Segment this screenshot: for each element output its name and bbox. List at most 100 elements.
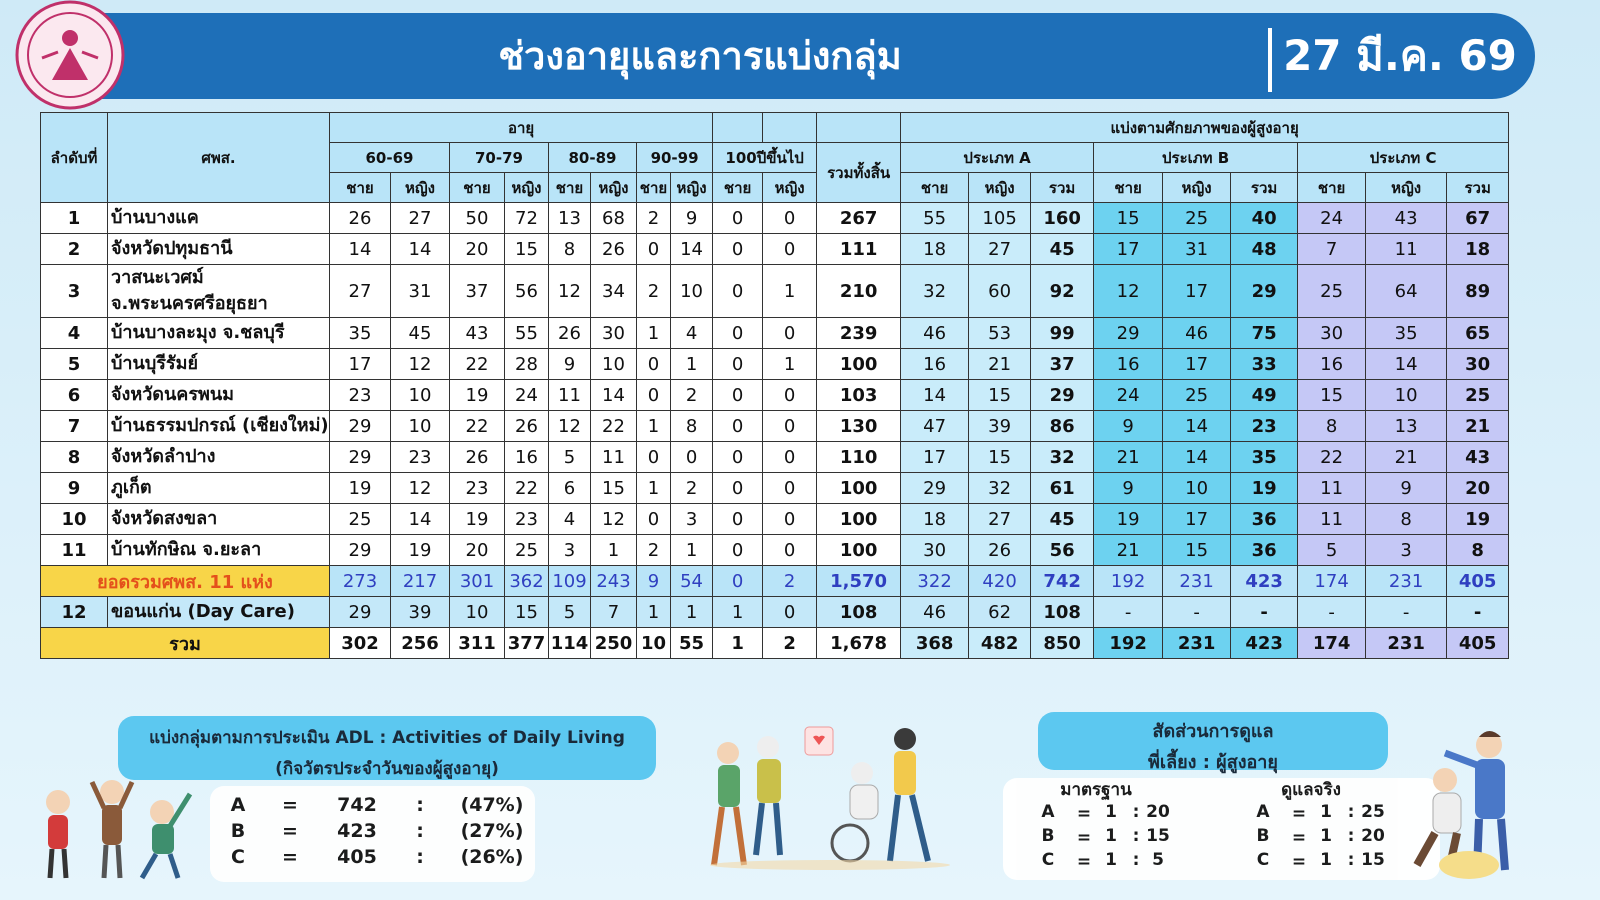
type-cell: 9 (1365, 472, 1448, 504)
ratio-column-label: ดูแลจริง (1281, 780, 1341, 800)
type-cell: 405 (1446, 627, 1510, 659)
age-cell: 24 (504, 379, 549, 411)
age-cell: 2 (669, 379, 714, 411)
age-cell: 72 (504, 202, 549, 234)
total-cell: 267 (816, 202, 902, 234)
age-cell: 1 (712, 627, 764, 659)
type-cell: 49 (1230, 379, 1299, 411)
age-cell: 4 (669, 317, 714, 349)
type-cell: 15 (1297, 379, 1367, 411)
age-cell: 19 (329, 472, 391, 504)
adl-title-box: แบ่งกลุ่มตามการประเมิน ADL : Activities … (118, 716, 656, 780)
adl-count: 742 (337, 794, 377, 816)
row-number: 7 (40, 410, 108, 442)
header-bar (60, 13, 1535, 99)
age-cell: 250 (590, 627, 637, 659)
type-cell: 92 (1030, 264, 1095, 318)
table-row: 10 จังหวัดสงขลา 25 14 19 23 4 12 0 3 0 0 100 18 27 45 19… (40, 503, 1510, 535)
header-cell: ศพส. (107, 112, 330, 203)
total-cell: 210 (816, 264, 902, 318)
age-cell: 2 (636, 202, 671, 234)
type-cell: 37 (1030, 348, 1095, 380)
ratio-group: B (1256, 826, 1270, 846)
header-cell (762, 112, 818, 143)
age-cell: 10 (449, 596, 505, 628)
type-cell: 15 (968, 441, 1032, 473)
type-cell: 43 (1446, 441, 1510, 473)
table-row: 4 บ้านบางละมุง จ.ชลบุรี 35 45 43 55 26 30 1 4 0 0 23… (40, 317, 1510, 349)
total-cell: 108 (816, 596, 902, 628)
header-cell: ชาย (329, 172, 391, 203)
age-cell: 9 (548, 348, 591, 380)
age-cell: 22 (590, 410, 637, 442)
table-row: 3 วาสนะเวศม์ จ.พระนครศรีอยุธยา 27 31 37 56 12 3… (40, 264, 1510, 318)
age-cell: 45 (390, 317, 450, 349)
row-number: 11 (40, 534, 108, 566)
age-cell: 217 (390, 565, 450, 597)
age-cell: 26 (329, 202, 391, 234)
ratio-box: มาตรฐาน A = 1:20 B = 1:15 C = 1:5 ดูแลจริง A = 1:25 B =… (1003, 778, 1440, 880)
table-row: ยอดรวมศพส. 11 แห่ง 273 217 301 362 109 243 9 54 0… (40, 565, 1510, 597)
table-row: 6 จังหวัดนครพนม 23 10 19 24 11 14 0 2 0 0 103 14 15 29 2… (40, 379, 1510, 411)
header-cell: หญิง (968, 172, 1032, 203)
age-cell: 0 (636, 379, 671, 411)
type-cell: - (1093, 596, 1164, 628)
age-cell: 0 (712, 202, 764, 234)
ratio-caregiver: 1 (1105, 850, 1117, 870)
total-cell: 100 (816, 472, 902, 504)
age-cell: 50 (449, 202, 505, 234)
age-cell: 22 (449, 348, 505, 380)
total-cell: 130 (816, 410, 902, 442)
header-cell: หญิง (762, 172, 818, 203)
care-illustration (710, 726, 950, 870)
age-cell: 0 (762, 472, 818, 504)
row-number: 10 (40, 503, 108, 535)
age-cell: 23 (504, 503, 549, 535)
table-row: 11 บ้านทักษิณ จ.ยะลา 29 19 20 25 3 1 2 1 0 0 100 30 26… (40, 534, 1510, 566)
total-cell: 100 (816, 534, 902, 566)
type-cell: 24 (1093, 379, 1164, 411)
age-cell: 14 (669, 233, 714, 265)
type-cell: 3 (1365, 534, 1448, 566)
age-cell: 26 (548, 317, 591, 349)
type-cell: 45 (1030, 233, 1095, 265)
type-cell: 17 (1162, 348, 1232, 380)
age-cell: 23 (449, 472, 505, 504)
age-cell: 15 (504, 596, 549, 628)
header-cell: รวม (1446, 172, 1510, 203)
age-cell: 16 (504, 441, 549, 473)
adl-subtitle: (กิจวัตรประจำวันของผู้สูงอายุ) (275, 759, 499, 779)
equals-sign: = (282, 846, 298, 868)
age-cell: 30 (590, 317, 637, 349)
age-cell: 0 (636, 441, 671, 473)
age-cell: 5 (548, 596, 591, 628)
type-cell: 231 (1365, 565, 1448, 597)
ratio-group: A (1256, 802, 1270, 822)
header-cell (712, 112, 764, 143)
total-cell: 100 (816, 348, 902, 380)
ratio-group: B (1041, 826, 1055, 846)
type-cell: 16 (1297, 348, 1367, 380)
type-cell: 423 (1230, 627, 1299, 659)
type-cell: 29 (1093, 317, 1164, 349)
type-cell: 15 (968, 379, 1032, 411)
age-cell: 0 (762, 410, 818, 442)
type-cell: - (1446, 596, 1510, 628)
age-cell: 0 (712, 472, 764, 504)
type-cell: 231 (1162, 627, 1232, 659)
table-row: 12 ขอนแก่น (Day Care) 29 39 10 15 5 7 1 1 1 0 108 46 6… (40, 596, 1510, 628)
type-cell: 15 (1162, 534, 1232, 566)
type-cell: 368 (900, 627, 970, 659)
age-cell: 1 (636, 472, 671, 504)
age-cell: 0 (712, 233, 764, 265)
type-cell: 10 (1365, 379, 1448, 411)
center-name: จังหวัดปทุมธานี (107, 233, 330, 265)
type-cell: 19 (1446, 503, 1510, 535)
age-cell: 301 (449, 565, 505, 597)
type-cell: 65 (1446, 317, 1510, 349)
age-cell: 12 (590, 503, 637, 535)
age-cell: 54 (669, 565, 714, 597)
age-cell: 1 (669, 534, 714, 566)
age-cell: 0 (712, 410, 764, 442)
adl-percent: (47%) (460, 794, 524, 816)
